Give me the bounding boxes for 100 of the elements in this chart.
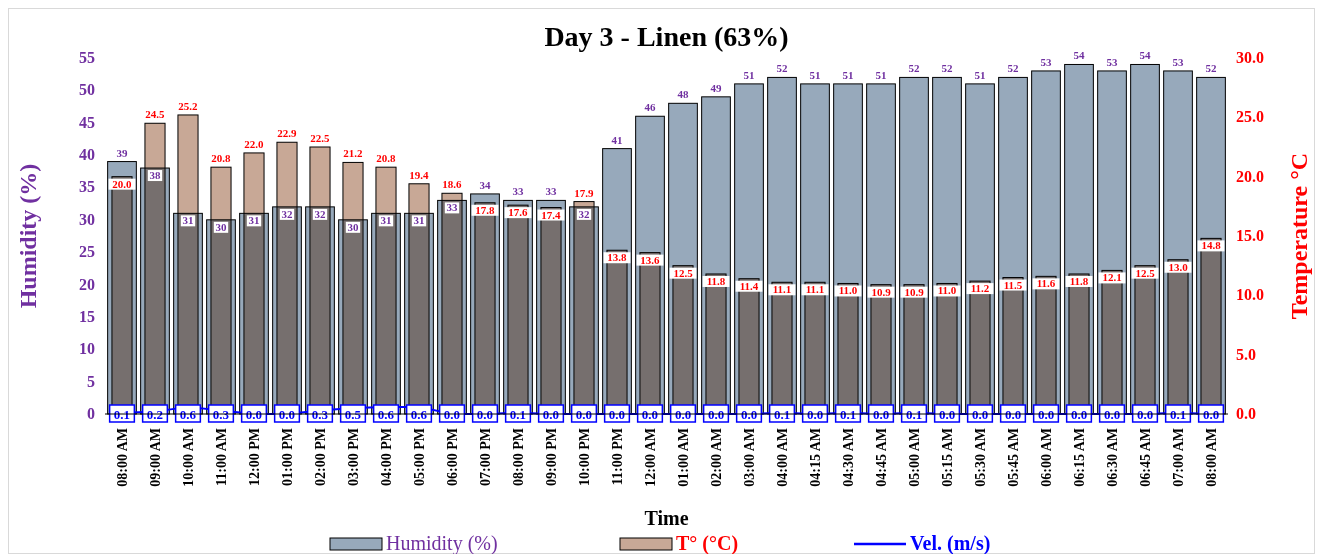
data-label: 20.0 — [112, 177, 133, 190]
y-tick-label: 50 — [79, 81, 95, 99]
data-label: 10.9 — [871, 285, 892, 298]
data-label: 11.8 — [1069, 274, 1089, 287]
chart-title: Day 3 - Linen (63%) — [544, 21, 789, 52]
x-tick-label: 02:00 PM — [313, 428, 328, 486]
y-tick-label: 20 — [79, 275, 95, 293]
y-tick-label: 55 — [79, 49, 95, 66]
data-label: 53 — [1106, 55, 1118, 68]
y-tick-label: 10 — [79, 340, 95, 358]
data-label: 46 — [644, 101, 656, 114]
data-label: 31 — [248, 214, 260, 227]
data-label: 11.6 — [1036, 277, 1056, 290]
data-label: 54 — [1139, 49, 1151, 62]
data-label: 30 — [215, 220, 227, 233]
data-label: 18.6 — [442, 178, 463, 191]
data-label: 11.0 — [838, 284, 858, 297]
x-tick-label: 05:00 PM — [412, 428, 427, 486]
data-label: 11.4 — [739, 279, 759, 292]
data-label: 33 — [446, 201, 458, 214]
data-label: 31 — [413, 214, 425, 227]
data-label: 52 — [1007, 62, 1019, 75]
x-tick-label: 04:00 AM — [775, 428, 790, 487]
data-label: 48 — [677, 88, 689, 101]
y2-tick-label: 15.0 — [1236, 227, 1264, 244]
x-tick-label: 11:00 PM — [610, 428, 625, 486]
y2-tick-label: 10.0 — [1236, 286, 1264, 304]
data-label: 33 — [512, 185, 524, 198]
x-tick-label: 08:00 AM — [1204, 428, 1219, 487]
data-label: 11.8 — [706, 274, 726, 287]
x-tick-label: 09:00 PM — [544, 428, 559, 486]
data-label: 19.4 — [409, 168, 430, 181]
data-label: 0.6 — [179, 407, 197, 422]
x-tick-label: 10:00 AM — [181, 428, 196, 487]
y2-tick-label: 30.0 — [1236, 49, 1264, 66]
legend-label: Vel. (m/s) — [910, 532, 991, 554]
data-label: 31 — [380, 214, 392, 227]
data-label: 30 — [347, 220, 359, 233]
x-tick-label: 09:00 AM — [148, 428, 163, 487]
data-label: 51 — [974, 68, 986, 81]
x-tick-label: 05:45 AM — [1006, 428, 1021, 487]
data-label: 52 — [941, 62, 953, 75]
data-label: 17.8 — [475, 203, 496, 216]
data-label: 53 — [1040, 55, 1052, 68]
data-label: 53 — [1172, 55, 1184, 68]
x-tick-label: 04:30 AM — [841, 428, 856, 487]
data-label: 32 — [314, 207, 326, 220]
y2-tick-label: 0.0 — [1236, 405, 1256, 422]
data-label: 0.6 — [410, 407, 428, 422]
x-tick-label: 07:00 PM — [478, 428, 493, 486]
data-label: 12.5 — [673, 266, 694, 279]
y-tick-label: 35 — [79, 178, 95, 196]
data-label: 38 — [149, 169, 161, 182]
x-tick-label: 03:00 PM — [346, 428, 361, 486]
data-label: 0.6 — [377, 407, 395, 422]
x-tick-label: 02:00 AM — [709, 428, 724, 487]
x-tick-label: 06:15 AM — [1072, 428, 1087, 487]
data-label: 12.5 — [1135, 266, 1156, 279]
y-tick-label: 30 — [79, 210, 95, 228]
data-label: 17.4 — [541, 208, 562, 221]
data-label: 49 — [710, 81, 722, 94]
x-tick-label: 01:00 PM — [280, 428, 295, 486]
y2-tick-label: 25.0 — [1236, 108, 1264, 126]
x-axis-title: Time — [644, 507, 689, 529]
x-tick-label: 12:00 PM — [247, 428, 262, 486]
x-tick-label: 08:00 PM — [511, 428, 526, 486]
data-label: 22.5 — [310, 132, 331, 144]
data-label: 11.1 — [772, 283, 792, 296]
data-label: 54 — [1073, 49, 1085, 62]
data-label: 51 — [743, 68, 755, 81]
y2-tick-label: 5.0 — [1236, 345, 1256, 363]
x-tick-label: 10:00 PM — [577, 428, 592, 486]
data-label: 11.1 — [805, 283, 825, 296]
data-label: 11.5 — [1003, 278, 1023, 291]
x-tick-label: 05:15 AM — [940, 428, 955, 487]
y-tick-label: 5 — [87, 372, 95, 390]
y2-axis-title: Temperature °C — [1286, 152, 1312, 320]
x-tick-label: 06:30 AM — [1105, 428, 1120, 487]
data-label: 33 — [545, 185, 557, 198]
x-tick-label: 06:00 PM — [445, 428, 460, 486]
x-tick-label: 04:15 AM — [808, 428, 823, 487]
y-tick-label: 0 — [87, 405, 95, 422]
data-label: 13.0 — [1168, 260, 1189, 273]
x-tick-label: 01:00 AM — [676, 428, 691, 487]
x-tick-label: 05:00 AM — [907, 428, 922, 487]
data-label: 21.2 — [343, 147, 364, 160]
y-axis-title: Humidity (%) — [15, 163, 41, 309]
y-tick-label: 25 — [79, 243, 95, 261]
data-label: 20.8 — [376, 152, 397, 165]
y-tick-label: 45 — [79, 113, 95, 131]
x-tick-label: 12:00 AM — [643, 428, 658, 487]
x-tick-label: 08:00 AM — [115, 428, 130, 487]
data-label: 51 — [842, 68, 854, 81]
data-label: 0.5 — [344, 407, 362, 422]
data-label: 11.0 — [937, 284, 957, 297]
data-label: 13.6 — [640, 253, 661, 266]
data-label: 12.1 — [1102, 271, 1122, 284]
legend-label: Humidity (%) — [386, 532, 498, 554]
data-label: 52 — [1205, 62, 1217, 75]
y-tick-label: 15 — [79, 307, 95, 325]
